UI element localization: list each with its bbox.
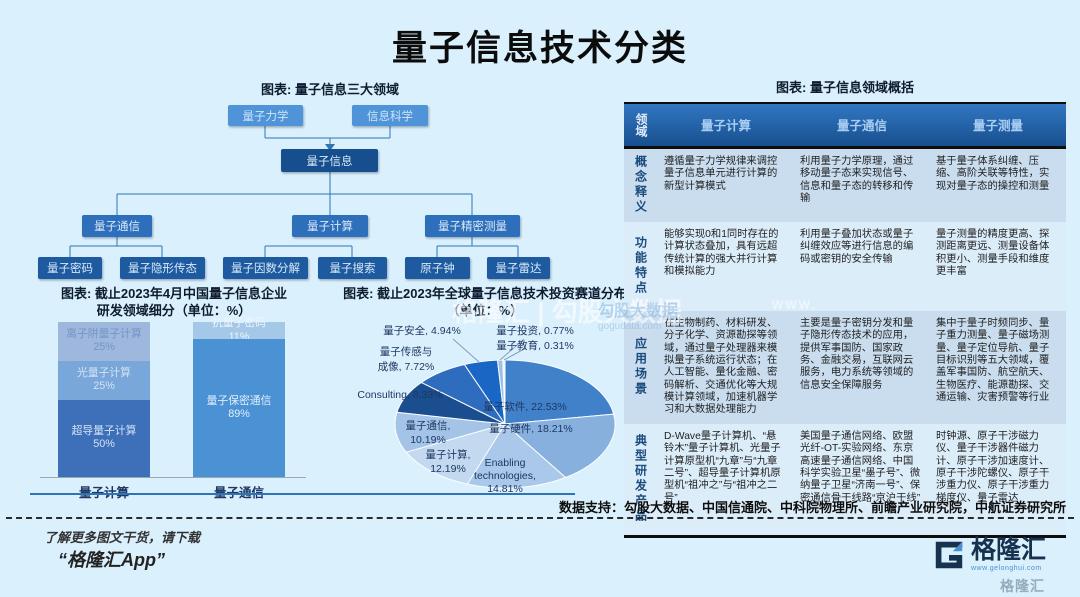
data-support-line: 数据支持：勾股大数据、中国信通院、中科院物理所、前瞻产业研究院，中航证券研究所 [558,500,1066,515]
tree-node-quantum-precision-measurement: 量子精密测量 [425,215,520,237]
table-column-header: 量子通信 [794,103,930,149]
table-column-header: 量子计算 [658,103,794,149]
pie-chart-panel: 图表: 截止2023年全球量子信息技术投资赛道分布 （单位：%） 量子软件, 2… [328,286,642,521]
table-cell: 利用量子力学原理，通过移动量子态来实现信号、信息和量子态的转移和传输 [794,148,930,222]
pie-label: 成像, 7.72% [378,361,435,373]
charts-divider-line [30,493,575,495]
tree-node-quantum-computing: 量子计算 [292,215,368,237]
gelonghui-logo-icon [935,541,963,569]
tree-node-quantum-information: 量子信息 [281,149,378,172]
pie-leader-line [503,347,527,361]
table-cell: D-Wave量子计算机、“悬铃木”量子计算机、光量子计算原型机“九章”与“九章二… [658,423,794,535]
bar-segment-label: 量子保密通信 [206,394,272,407]
arrow-down-icon [325,144,335,151]
pie-chart: 量子软件, 22.53% 量子硬件, 18.21% Enablingtechnolo… [357,324,616,495]
bar-chart-panel: 图表: 截止2023年4月中国量子信息企业 研发领域细分（单位：%） 离子阱量子… [28,286,320,521]
pie-leader-line [452,338,480,363]
table-caption: 图表: 量子信息领域概括 [776,80,914,95]
logo-url: www.gelonghui.com [971,565,1042,572]
tree-caption: 图表: 量子信息三大领域 [261,82,399,97]
table-row-header: 概念释义 [624,148,658,222]
tree-node-quantum-communication: 量子通信 [82,215,152,237]
table-column-header: 量子测量 [930,103,1066,149]
tree-leaf-quantum-teleportation: 量子隐形传态 [120,257,205,279]
gelonghui-logo: 格隆汇 www.gelonghui.com [932,538,1046,572]
pie-label: 14.81% [487,483,523,495]
pie-slice-3 [405,423,507,485]
promo-text-line2: “格隆汇App” [58,550,165,570]
table-cell: 量子测量的精度更高、探测距离更远、测量设备体积更小、测量手段和维度更丰富 [930,221,1066,311]
footer-dashed-divider [6,517,1074,519]
promo-text-line1: 了解更多图文干货，请下载 [44,530,201,545]
table-cell: 主要是量子密钥分发和量子隐形传态技术的应用，提供军事国防、国家政务、金融交易，互… [794,310,930,424]
bar-segment-label: 抗量子密码 [212,317,266,330]
pie-label: Consulting, 8.33% [357,389,442,401]
table-corner-header: 领域 [624,103,658,149]
bar-segment-label: 离子阱量子计算 [66,327,142,340]
pie-label: 10.19% [410,434,446,446]
table-row-header: 功能特点 [624,221,658,311]
table-panel: 图表: 量子信息领域概括 领域 量子计算 量子通信 量子测量概念释义 遵循量子力学规律来… [624,80,1066,538]
tree-leaf-quantum-factorization: 量子因数分解 [223,257,308,279]
bar-segment: 超导量子计算 50% [58,399,150,477]
table-cell: 能够实现0和1同时存在的计算状态叠加，具有远超传统计算的强大并行计算和模拟能力 [658,221,794,311]
bar-x-axis [40,477,306,478]
pie-leader-line [499,338,525,361]
bar-segment: 光量子计算 25% [58,360,150,400]
tree-leaf-quantum-radar: 量子雷达 [487,257,550,279]
tree-leaf-quantum-cryptography: 量子密码 [38,257,102,279]
table-cell: 美国量子通信网络、欧盟光纤-OT-实验网络、东京高速量子通信网络、中国科学实验卫… [794,423,930,535]
bar-chart-title-line1: 图表: 截止2023年4月中国量子信息企业 [60,286,288,301]
pie-slice-4 [394,411,506,453]
pie-label: 量子安全, 4.94% [383,324,461,337]
table-row-header: 典型研发产品 [624,423,658,535]
bar-category-label: 量子计算 [78,486,129,500]
pie-label: 量子计算, [426,448,471,461]
bar-chart-title-line2: 研发领域细分（单位：%） [96,302,252,318]
tree-diagram-panel: 图表: 量子信息三大领域 量子力学 信息科学 量子信息 量子通信 量子计算 量子… [30,82,590,287]
pie-chart-title-line1: 图表: 截止2023年全球量子信息技术投资赛道分布 [343,286,627,301]
stacked-bar: 抗量子密码 11% 量子保密通信 89% [193,317,285,477]
pie-label: 量子通信, [406,420,451,432]
bar-category-label: 量子通信 [213,486,264,500]
quantum-overview-table: 领域 量子计算 量子通信 量子测量概念释义 遵循量子力学规律来调控量子信息单元进行计算的… [624,101,1066,538]
pie-label: 12.19% [430,463,466,475]
bar-segment-label: 89% [228,408,250,421]
pie-label: 量子传感与 [380,345,433,358]
bar-segment-label: 50% [93,438,115,451]
pie-slice-0 [504,359,615,425]
tree-node-information-science: 信息科学 [352,105,428,126]
pie-label: 量子软件, 22.53% [483,400,566,413]
table-cell: 遵循量子力学规律来调控量子信息单元进行计算的新型计算模式 [658,148,794,222]
table-cell: 集中于量子时频同步、量子重力测量、量子磁场测量、量子定位导航、量子目标识别等五大… [930,310,1066,424]
pie-label: Enabling [485,457,526,469]
tree-leaf-atomic-clock: 原子钟 [405,257,470,279]
bar-segment-label: 超导量子计算 [71,424,137,437]
tree-connectors [69,126,519,257]
bar-segment-label: 25% [93,341,115,354]
bar-segment: 离子阱量子计算 25% [58,322,150,361]
bar-segment: 量子保密通信 89% [193,339,285,477]
pie-slice-2 [466,423,567,489]
pie-slice-1 [503,413,616,479]
pie-label: 量子硬件, 18.21% [489,423,572,435]
table-cell: 利用量子叠加状态或量子纠缠效应等进行信息的编码或密钥的安全传输 [794,221,930,311]
tree-node-quantum-mechanics: 量子力学 [228,105,303,126]
pie-label: 量子投资, 0.77% [496,324,574,337]
tree-leaf-quantum-search: 量子搜索 [318,257,387,279]
table-cell: 时钟源、原子干涉磁力仪、量子干涉器件磁力计、原子干涉加速度计、原子干涉陀螺仪、原… [930,423,1066,535]
stacked-bar: 离子阱量子计算 25% 光量子计算 25% 超导量子计算 50% [58,322,150,477]
bar-segment: 抗量子密码 11% [193,317,285,343]
bar-segment-label: 光量子计算 [77,366,131,379]
pie-label: technologies, [474,470,536,482]
bar-segment-label: 25% [93,380,115,393]
table-row-header: 应用场景 [624,310,658,424]
logo-brand-name: 格隆汇 [971,536,1047,564]
page-title: 量子信息技术分类 [391,29,688,68]
pie-chart-title-line2: （单位：%） [446,302,524,318]
gelonghui-ghost-logo: 格隆汇 [1000,578,1045,594]
pie-label: 量子教育, 0.31% [496,339,574,352]
table-cell: 基于量子体系纠缠、压缩、高阶关联等特性，实现对量子态的操控和测量 [930,148,1066,222]
table-cell: 在生物制药、材料研发、分子化学、资源勘探等领域，通过量子处理器来模拟量子系统运行… [658,310,794,424]
